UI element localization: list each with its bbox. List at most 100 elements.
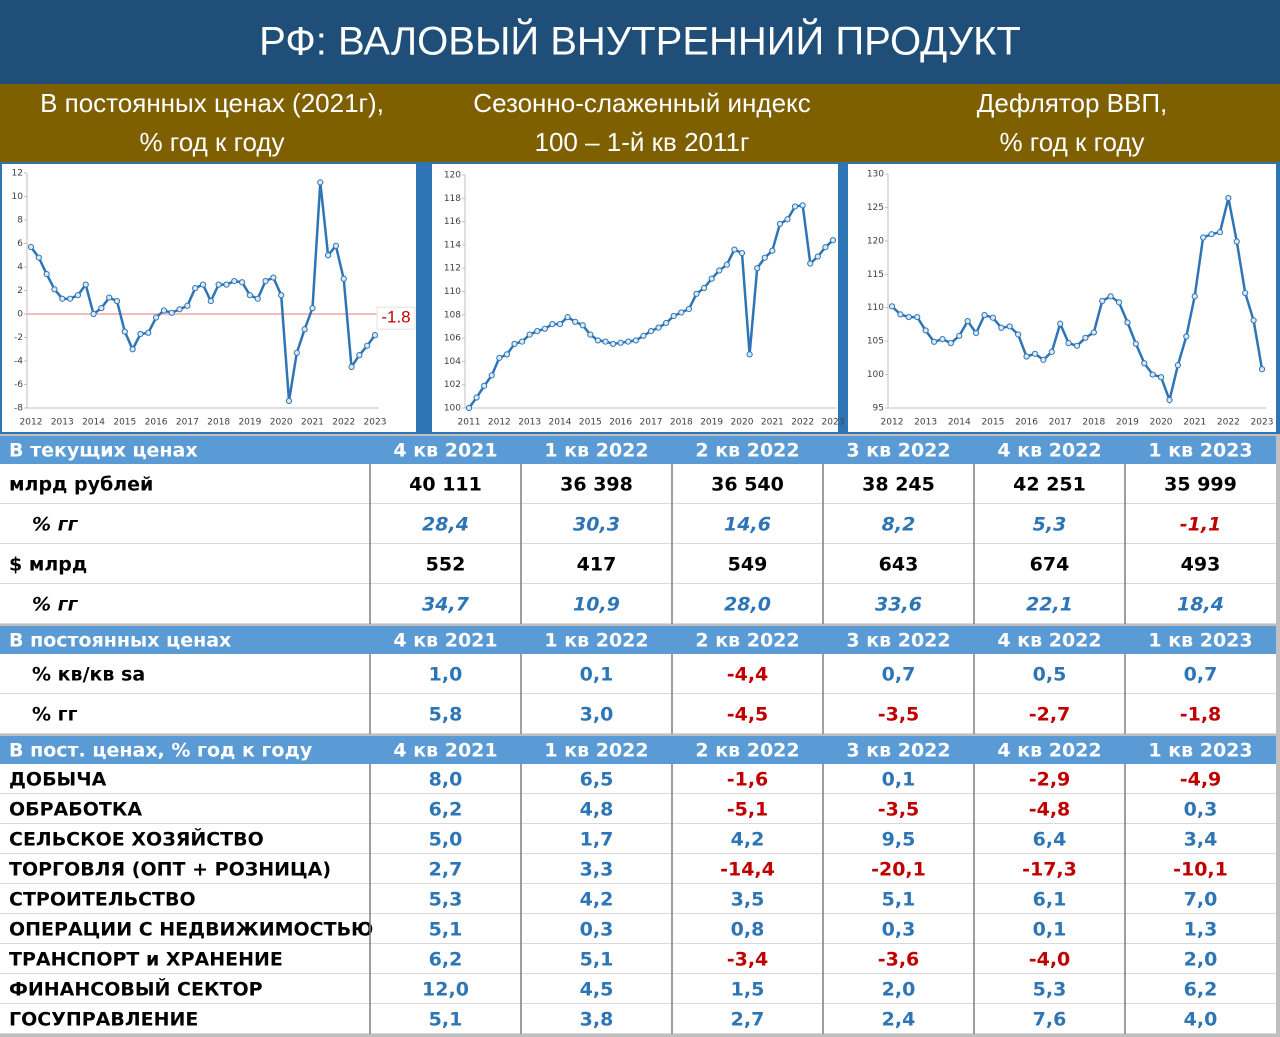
column-header: 4 кв 2022 — [997, 740, 1101, 762]
point — [121, 328, 128, 335]
column-header: 2 кв 2022 — [695, 740, 799, 762]
point — [324, 252, 332, 259]
x-tick-label: 2012 — [881, 418, 904, 428]
x-tick-label: 2016 — [1015, 418, 1038, 428]
point — [184, 302, 191, 309]
cell-value: 5,1 — [882, 889, 916, 911]
y-tick-label: 105 — [867, 337, 884, 347]
x-tick-label: 2014 — [549, 418, 572, 428]
point — [914, 313, 921, 321]
table-row — [0, 824, 1276, 854]
point — [814, 253, 821, 260]
x-tick-label: 2022 — [791, 418, 814, 428]
cell-value: -17,3 — [1022, 859, 1077, 881]
x-tick-label: 2022 — [1217, 418, 1240, 428]
point — [293, 349, 300, 356]
table-row — [0, 654, 1276, 694]
point — [663, 319, 670, 327]
x-tick-label: 2018 — [670, 418, 693, 428]
y-tick-label: 95 — [873, 404, 884, 414]
point — [731, 246, 738, 253]
point — [716, 267, 723, 274]
cell-value: 643 — [879, 554, 919, 576]
cell-value: 4,2 — [580, 889, 614, 911]
cell-value: 3,5 — [731, 889, 765, 911]
cell-value: -4,9 — [1180, 769, 1222, 791]
point — [246, 292, 254, 299]
cell-value: -1,8 — [1180, 704, 1222, 726]
y-tick-label: 110 — [867, 303, 884, 313]
cell-value: 1,7 — [580, 829, 614, 851]
x-tick-label: 2018 — [207, 418, 230, 428]
point — [1250, 317, 1257, 324]
point — [1082, 334, 1089, 341]
point — [640, 332, 647, 339]
point — [1174, 362, 1182, 369]
cell-value: 4,0 — [1184, 1009, 1218, 1031]
column-header: 1 кв 2023 — [1148, 440, 1252, 462]
point — [348, 363, 355, 370]
y-tick-label: 115 — [867, 270, 884, 280]
row-label: ОПЕРАЦИИ С НЕДВИЖИМОСТЬЮ — [9, 919, 373, 941]
cell-value: 2,0 — [882, 979, 916, 1001]
y-tick-label: 100 — [867, 370, 884, 380]
cell-value: 42 251 — [1013, 474, 1086, 496]
point — [1216, 229, 1224, 236]
point — [799, 202, 806, 209]
table-row — [0, 914, 1276, 944]
point — [791, 203, 799, 210]
point — [678, 309, 685, 316]
cell-value: 1,3 — [1184, 919, 1218, 941]
row-label: ГОСУПРАВЛЕНИЕ — [9, 1009, 198, 1031]
point — [207, 297, 214, 305]
y-tick-label: 100 — [444, 404, 461, 414]
x-tick-label: 2015 — [113, 418, 136, 428]
y-tick-label: 125 — [867, 203, 884, 213]
point — [340, 275, 347, 282]
x-tick-label: 2022 — [332, 418, 355, 428]
point — [278, 292, 285, 299]
point — [488, 372, 495, 379]
point — [700, 284, 708, 292]
x-tick-label: 2015 — [981, 418, 1004, 428]
cell-value: 5,8 — [429, 704, 463, 726]
point — [738, 249, 746, 257]
point — [1090, 329, 1097, 336]
point — [254, 295, 261, 302]
x-tick-label: 2023 — [822, 418, 845, 428]
x-tick-label: 2019 — [700, 418, 723, 428]
x-tick-label: 2014 — [948, 418, 971, 428]
x-tick-label: 2021 — [301, 418, 324, 428]
point — [1107, 293, 1114, 300]
cell-value: 552 — [426, 554, 466, 576]
table-row — [0, 464, 1276, 504]
point — [113, 297, 121, 305]
point — [784, 216, 791, 223]
cell-value: -1,6 — [727, 769, 769, 791]
cell-value: 3,8 — [580, 1009, 614, 1031]
point — [888, 303, 896, 310]
y-tick-label: 2 — [17, 286, 23, 296]
cell-value: 1,0 — [429, 664, 463, 686]
point — [223, 281, 230, 288]
point — [822, 244, 829, 251]
cell-value: -2,7 — [1029, 704, 1071, 726]
cell-value: 2,7 — [731, 1009, 765, 1031]
point — [1124, 319, 1131, 326]
y-tick-label: 120 — [867, 236, 884, 246]
point — [90, 310, 97, 318]
point — [481, 382, 488, 389]
point — [579, 322, 586, 329]
point — [1225, 194, 1232, 202]
point — [473, 394, 480, 401]
cell-value: 0,3 — [1184, 799, 1218, 821]
cell-value: 35 999 — [1164, 474, 1237, 496]
cell-value: 5,0 — [429, 829, 463, 851]
cell-value: 2,4 — [882, 1009, 916, 1031]
x-tick-label: 2019 — [238, 418, 261, 428]
point — [129, 346, 136, 353]
point — [754, 265, 761, 272]
cell-value: -4,5 — [727, 704, 769, 726]
x-tick-label: 2018 — [1082, 418, 1105, 428]
